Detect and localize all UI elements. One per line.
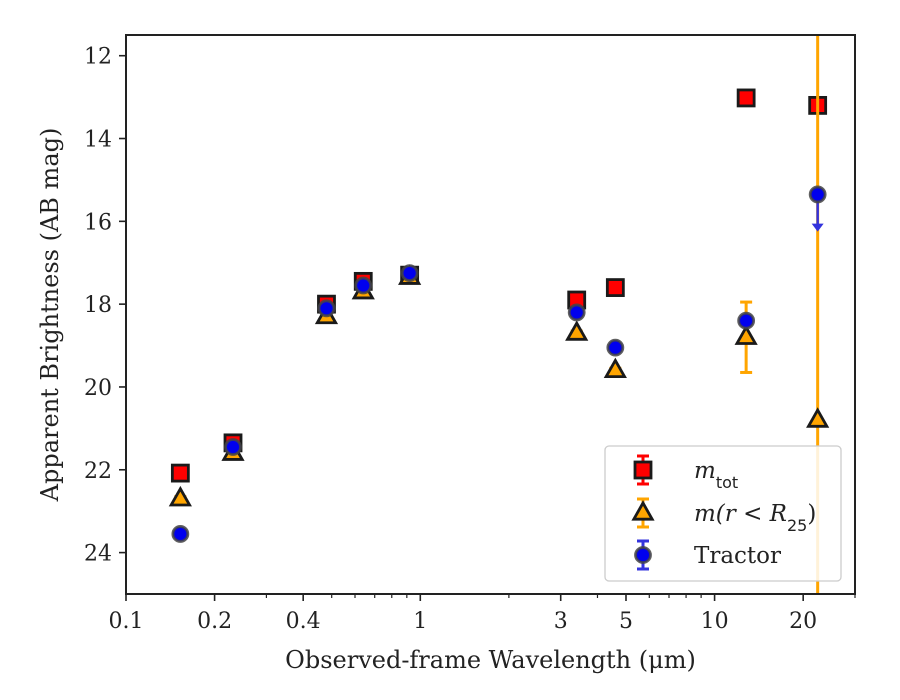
data-point bbox=[736, 88, 756, 108]
y-tick-label: 16 bbox=[84, 210, 112, 235]
y-tick-label: 14 bbox=[84, 128, 112, 153]
data-point bbox=[317, 299, 336, 318]
data-point bbox=[168, 485, 192, 507]
legend-label: mtot bbox=[694, 458, 738, 492]
data-point bbox=[734, 324, 758, 345]
x-tick-label: 10 bbox=[701, 609, 729, 634]
legend: mtot m(r < R25) Tractor bbox=[604, 445, 842, 582]
x-tick-label: 0.4 bbox=[286, 609, 321, 634]
data-point bbox=[603, 357, 627, 379]
data-point bbox=[565, 320, 589, 341]
data-point bbox=[606, 338, 625, 357]
data-point bbox=[567, 303, 586, 322]
upper-limit-arrow bbox=[811, 223, 824, 232]
axis-ticks: 0.1 0.2 0.4 1 3 5 10 20 12 14 16 18 20 22 24 bbox=[84, 45, 856, 634]
legend-label: Tractor bbox=[694, 543, 781, 569]
data-point bbox=[400, 264, 419, 282]
x-tick-label: 0.2 bbox=[197, 609, 232, 634]
data-point bbox=[806, 407, 830, 428]
x-axis-label: Observed-frame Wavelength (μm) bbox=[285, 646, 696, 674]
data-point bbox=[808, 185, 827, 204]
x-tick-label: 1 bbox=[413, 609, 427, 634]
y-tick-label: 24 bbox=[84, 542, 112, 567]
data-point bbox=[605, 278, 625, 297]
x-tick-label: 20 bbox=[789, 609, 817, 634]
y-tick-label: 22 bbox=[84, 459, 112, 484]
x-tick-label: 3 bbox=[554, 609, 568, 634]
series-0 bbox=[170, 88, 828, 483]
data-point bbox=[737, 311, 756, 330]
y-axis-label: Apparent Brightness (AB mag) bbox=[36, 128, 64, 503]
x-tick-label: 0.1 bbox=[109, 609, 144, 634]
y-tick-label: 20 bbox=[84, 376, 112, 401]
data-point bbox=[171, 525, 190, 543]
legend-marker bbox=[634, 546, 652, 564]
plot-frame bbox=[125, 34, 856, 595]
x-tick-label: 5 bbox=[619, 609, 633, 634]
data-point bbox=[170, 463, 190, 483]
data-point bbox=[224, 438, 242, 456]
legend-marker bbox=[631, 500, 655, 521]
legend-box bbox=[604, 445, 842, 582]
data-point bbox=[354, 276, 373, 295]
legend-marker bbox=[633, 460, 653, 480]
legend-label: m(r < R25) bbox=[694, 501, 816, 535]
y-tick-label: 12 bbox=[84, 45, 112, 70]
y-tick-label: 18 bbox=[84, 293, 112, 318]
series-2 bbox=[171, 185, 827, 543]
